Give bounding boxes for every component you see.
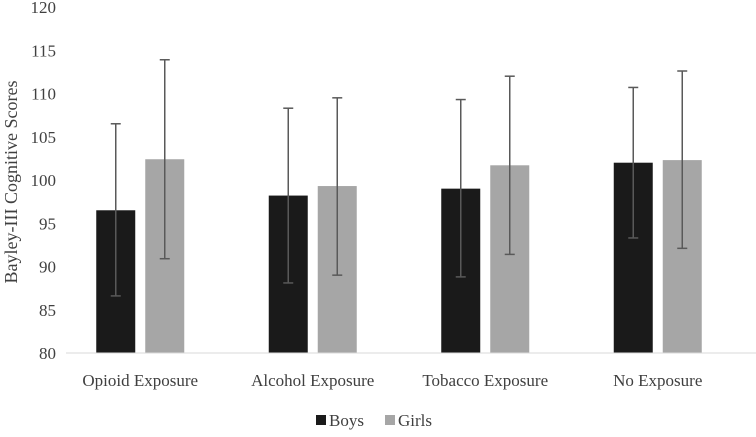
y-tick-label: 95 — [39, 214, 56, 233]
category-label: Alcohol Exposure — [251, 371, 374, 390]
y-axis-title: Bayley-III Cognitive Scores — [1, 81, 21, 284]
y-tick-label: 100 — [31, 171, 57, 190]
legend-swatch-girls — [385, 415, 395, 425]
legend-label: Boys — [329, 411, 364, 430]
category-label: Tobacco Exposure — [422, 371, 548, 390]
legend-label: Girls — [398, 411, 432, 430]
y-tick-label: 115 — [31, 41, 56, 60]
y-tick-label: 120 — [31, 0, 57, 17]
y-tick-label: 80 — [39, 344, 56, 363]
category-label: Opioid Exposure — [82, 371, 198, 390]
y-tick-label: 85 — [39, 301, 56, 320]
y-tick-label: 105 — [31, 128, 57, 147]
legend-swatch-boys — [316, 415, 326, 425]
y-tick-label: 110 — [31, 85, 56, 104]
category-label: No Exposure — [613, 371, 702, 390]
y-tick-label: 90 — [39, 258, 56, 277]
